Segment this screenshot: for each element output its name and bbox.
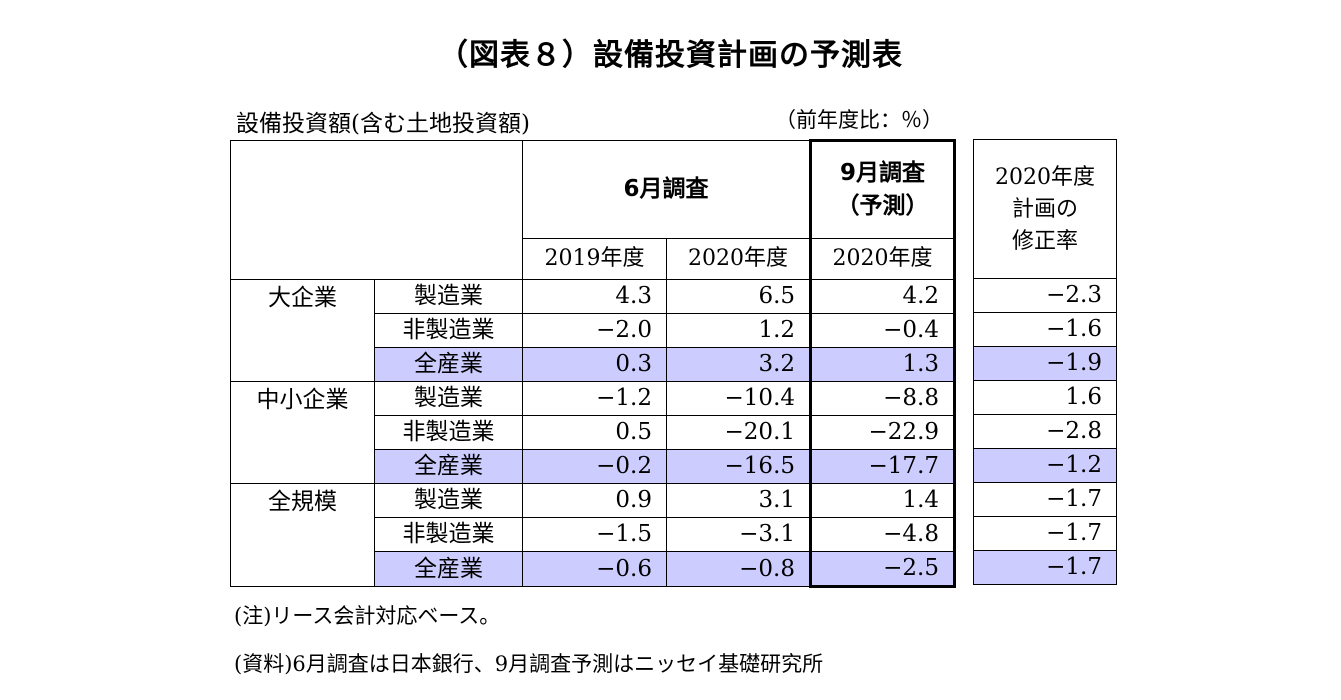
segment-label: 全産業	[374, 449, 523, 484]
header-year-2020-sep: 2020年度	[809, 238, 957, 280]
header-blank	[230, 140, 523, 280]
value-fy2019: 0.5	[522, 415, 667, 450]
value-fy2020-sep: −17.7	[809, 449, 957, 484]
segment-label: 非製造業	[374, 517, 523, 552]
table-row: 全規模 製造業 0.9 3.1 1.4	[230, 483, 957, 587]
value-fy2020-sep: 1.4	[809, 483, 957, 518]
table-row: 非製造業 −2.0 1.2 −0.4	[231, 313, 957, 348]
segment-label: 製造業	[374, 381, 523, 416]
table-subtitle: 設備投資額(含む土地投資額)	[236, 111, 530, 137]
value-fy2020-june: −3.1	[665, 517, 812, 552]
revision-table: 2020年度 計画の 修正率 −2.3 −1.6 −1.9 1.6 −2.8 −…	[973, 139, 1117, 585]
revision-value: −1.9	[973, 346, 1117, 381]
value-fy2019: 0.9	[522, 483, 667, 518]
header-sep-survey-line1: 9月調査	[840, 159, 926, 186]
revision-header: 2020年度 計画の 修正率	[973, 139, 1117, 279]
header-year-2019: 2019年度	[522, 238, 667, 280]
value-fy2020-sep: −4.8	[809, 517, 957, 552]
value-fy2019: 0.3	[522, 347, 667, 382]
table-row: 非製造業 −1.5 −3.1 −4.8	[231, 517, 957, 552]
value-fy2020-june: 3.2	[665, 347, 812, 382]
table-row: 全産業 −0.2 −16.5 −17.7	[231, 449, 957, 484]
group-label: 全規模	[230, 483, 375, 587]
page-title: （図表８）設備投資計画の予測表	[438, 38, 903, 73]
revision-value: 1.6	[973, 380, 1117, 415]
value-fy2020-june: −16.5	[665, 449, 812, 484]
revision-value: −2.3	[973, 278, 1117, 313]
forecast-table: 6月調査 9月調査 （予測） 2019年度 2020年度 2020年度 大企業 …	[230, 139, 957, 588]
value-fy2020-sep: −22.9	[809, 415, 957, 450]
table-row: 中小企業 製造業 −1.2 −10.4 −8.8	[230, 381, 957, 484]
segment-label: 全産業	[374, 347, 523, 382]
revision-value: −1.7	[973, 550, 1117, 585]
segment-label: 非製造業	[374, 415, 523, 450]
table-row: 大企業 製造業 4.3 6.5 4.2	[230, 279, 957, 382]
group-label: 中小企業	[230, 381, 375, 484]
value-fy2019: −0.6	[522, 551, 667, 587]
revision-value: −1.7	[973, 482, 1117, 517]
value-fy2019: −2.0	[522, 313, 667, 348]
value-fy2020-june: −0.8	[665, 551, 812, 587]
header-sep-survey: 9月調査 （予測）	[809, 139, 957, 239]
value-fy2020-sep: −0.4	[809, 313, 957, 348]
value-fy2020-june: −20.1	[665, 415, 812, 450]
revision-value: −2.8	[973, 414, 1117, 449]
footnote-note: (注)リース会計対応ベース。	[234, 604, 501, 628]
table-row: 全産業 0.3 3.2 1.3	[231, 347, 957, 382]
value-fy2019: 4.3	[522, 279, 667, 314]
table-row: 全産業 −0.6 −0.8 −2.5	[231, 551, 957, 588]
value-fy2019: −1.2	[522, 381, 667, 416]
segment-label: 製造業	[374, 279, 523, 314]
header-sep-survey-line2: （予測）	[836, 193, 929, 219]
segment-label: 全産業	[374, 551, 523, 587]
revision-header-line2: 計画の	[1011, 196, 1078, 222]
value-fy2020-june: 6.5	[665, 279, 812, 314]
value-fy2020-june: 1.2	[665, 313, 812, 348]
unit-label: （前年度比：％）	[775, 108, 943, 132]
segment-label: 非製造業	[374, 313, 523, 348]
revision-header-line1: 2020年度	[995, 165, 1095, 190]
value-fy2020-june: −10.4	[665, 381, 812, 416]
revision-value: −1.7	[973, 516, 1117, 551]
header-june-survey: 6月調査	[521, 140, 812, 239]
table-row: 非製造業 0.5 −20.1 −22.9	[231, 415, 957, 450]
value-fy2020-sep: −8.8	[809, 381, 957, 416]
revision-value: −1.2	[973, 448, 1117, 483]
value-fy2019: −1.5	[522, 517, 667, 552]
value-fy2020-sep: −2.5	[809, 551, 957, 588]
group-label: 大企業	[230, 279, 375, 382]
value-fy2020-sep: 4.2	[809, 279, 957, 314]
value-fy2019: −0.2	[522, 449, 667, 484]
value-fy2020-sep: 1.3	[809, 347, 957, 382]
footnote-source: (資料)6月調査は日本銀行、9月調査予測はニッセイ基礎研究所	[234, 652, 824, 676]
value-fy2020-june: 3.1	[665, 483, 812, 518]
header-year-2020-june: 2020年度	[665, 238, 812, 280]
revision-value: −1.6	[973, 312, 1117, 347]
segment-label: 製造業	[374, 483, 523, 518]
revision-header-line3: 修正率	[1011, 228, 1078, 254]
